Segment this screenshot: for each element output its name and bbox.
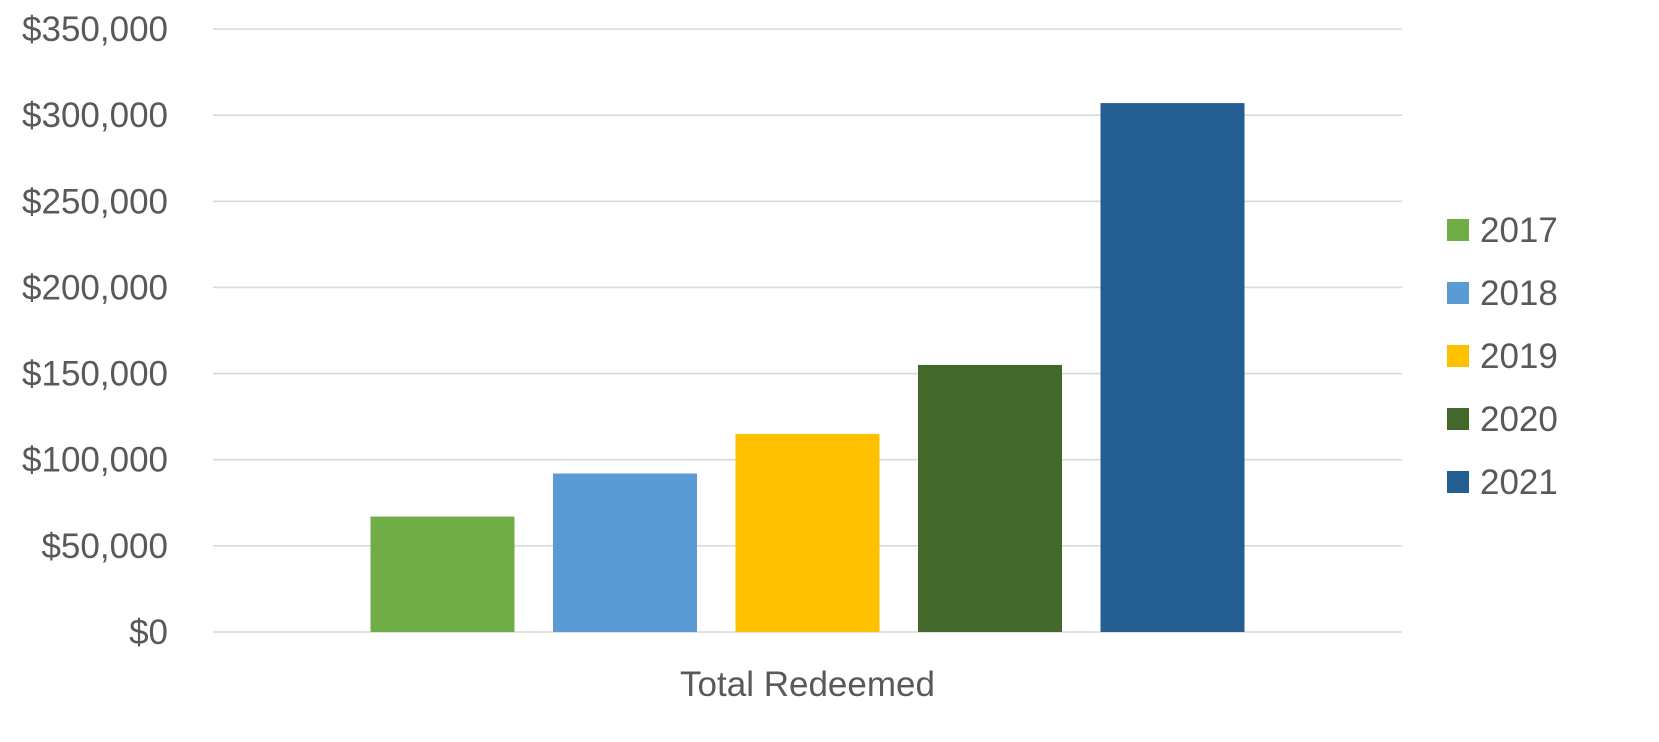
y-axis-tick-labels: $0 $50,000 $100,000 $150,000 $200,000 $250,00…	[22, 10, 168, 652]
y-tick-label: $250,000	[22, 182, 168, 221]
y-tick-label: $150,000	[22, 355, 168, 394]
legend-label-2020: 2020	[1480, 400, 1558, 439]
legend-label-2017: 2017	[1480, 211, 1558, 250]
bar-2019	[735, 433, 880, 632]
bar-2021	[1100, 103, 1245, 632]
legend: 2017 2018 2019 2020 2021	[1447, 211, 1558, 502]
y-tick-label: $100,000	[22, 441, 168, 480]
legend-swatch-2020	[1447, 408, 1469, 430]
legend-label-2018: 2018	[1480, 274, 1558, 313]
legend-label-2019: 2019	[1480, 337, 1558, 376]
y-tick-label: $300,000	[22, 96, 168, 135]
bar-2020	[918, 364, 1062, 632]
x-category-label: Total Redeemed	[680, 665, 935, 704]
legend-label-2021: 2021	[1480, 463, 1558, 502]
y-tick-label: $50,000	[41, 527, 168, 566]
bar-2018	[553, 473, 697, 632]
y-tick-label: $350,000	[22, 10, 168, 49]
legend-swatch-2021	[1447, 471, 1469, 493]
y-tick-label: $200,000	[22, 268, 168, 307]
bars	[370, 103, 1245, 632]
legend-swatch-2017	[1447, 219, 1469, 241]
x-axis-category-labels: Total Redeemed	[680, 665, 935, 704]
legend-swatch-2019	[1447, 345, 1469, 367]
y-tick-label: $0	[129, 613, 168, 652]
bar-2017	[370, 516, 515, 632]
legend-swatch-2018	[1447, 282, 1469, 304]
